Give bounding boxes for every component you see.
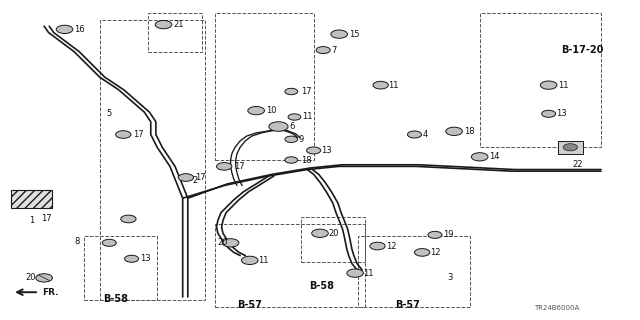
Text: 22: 22 [572,160,583,169]
Circle shape [471,153,488,161]
Circle shape [285,136,298,142]
Bar [214,13,314,160]
Text: 9: 9 [299,135,304,144]
Text: B-17-20: B-17-20 [561,45,604,55]
Circle shape [36,274,52,282]
Circle shape [156,20,172,29]
Text: 21: 21 [173,20,184,29]
Circle shape [541,110,556,117]
Text: 7: 7 [332,45,337,55]
Text: 11: 11 [302,113,312,122]
Text: 18: 18 [301,156,312,164]
Circle shape [446,127,463,135]
Text: 20: 20 [25,273,35,282]
Bar [301,217,365,262]
Text: 2: 2 [192,176,198,185]
Circle shape [241,256,258,265]
Text: 18: 18 [464,127,474,136]
Text: 11: 11 [364,268,374,278]
Circle shape [216,163,232,170]
Text: 6: 6 [289,122,295,131]
Bar [100,20,205,300]
Circle shape [121,215,136,223]
Circle shape [178,174,193,181]
Text: 11: 11 [558,81,569,90]
Circle shape [116,131,131,138]
Circle shape [373,81,388,89]
Circle shape [288,114,301,120]
Circle shape [428,231,442,238]
Circle shape [316,47,330,53]
Text: 8: 8 [74,237,79,246]
Text: 12: 12 [386,242,396,251]
Text: 5: 5 [106,109,111,118]
Text: 12: 12 [431,248,441,257]
Circle shape [347,269,364,277]
Circle shape [285,88,298,95]
Text: 20: 20 [218,238,228,247]
Bar [11,190,52,208]
Circle shape [285,157,298,163]
Text: B-58: B-58 [103,293,128,304]
Circle shape [307,147,321,154]
Text: 13: 13 [556,109,567,118]
Text: 15: 15 [349,30,359,39]
Text: 1: 1 [29,216,35,225]
Text: 10: 10 [266,106,276,115]
Text: 17: 17 [195,173,206,182]
Text: 3: 3 [448,273,453,282]
Text: 16: 16 [74,25,84,34]
Text: 17: 17 [42,214,52,223]
Bar [214,224,365,307]
Text: 14: 14 [489,152,500,161]
Bar [148,13,202,52]
Circle shape [408,131,422,138]
Circle shape [125,255,139,262]
Circle shape [312,229,328,237]
Circle shape [222,239,239,247]
Text: B-58: B-58 [309,281,334,291]
Text: FR.: FR. [42,288,59,297]
Text: 17: 17 [234,162,244,171]
Bar [557,141,583,154]
Text: 19: 19 [444,230,454,239]
Circle shape [540,81,557,89]
Circle shape [269,122,288,131]
Text: 11: 11 [258,256,269,265]
Circle shape [415,249,430,256]
Text: 17: 17 [133,130,143,139]
Bar [479,13,601,147]
Text: 1: 1 [20,200,25,209]
Circle shape [563,144,577,151]
Text: 13: 13 [321,146,332,155]
Circle shape [56,25,73,34]
Circle shape [102,239,116,246]
Circle shape [370,242,385,250]
Text: TR24B6000A: TR24B6000A [534,305,579,311]
Text: 17: 17 [301,87,312,96]
Text: 4: 4 [422,130,428,139]
Circle shape [248,107,264,115]
Text: 13: 13 [140,254,150,263]
Text: 11: 11 [388,81,399,90]
Bar [358,236,470,307]
Text: 20: 20 [328,229,339,238]
Text: B-57: B-57 [237,300,262,310]
Text: B-57: B-57 [396,300,420,310]
Bar [84,236,157,300]
Circle shape [331,30,348,38]
